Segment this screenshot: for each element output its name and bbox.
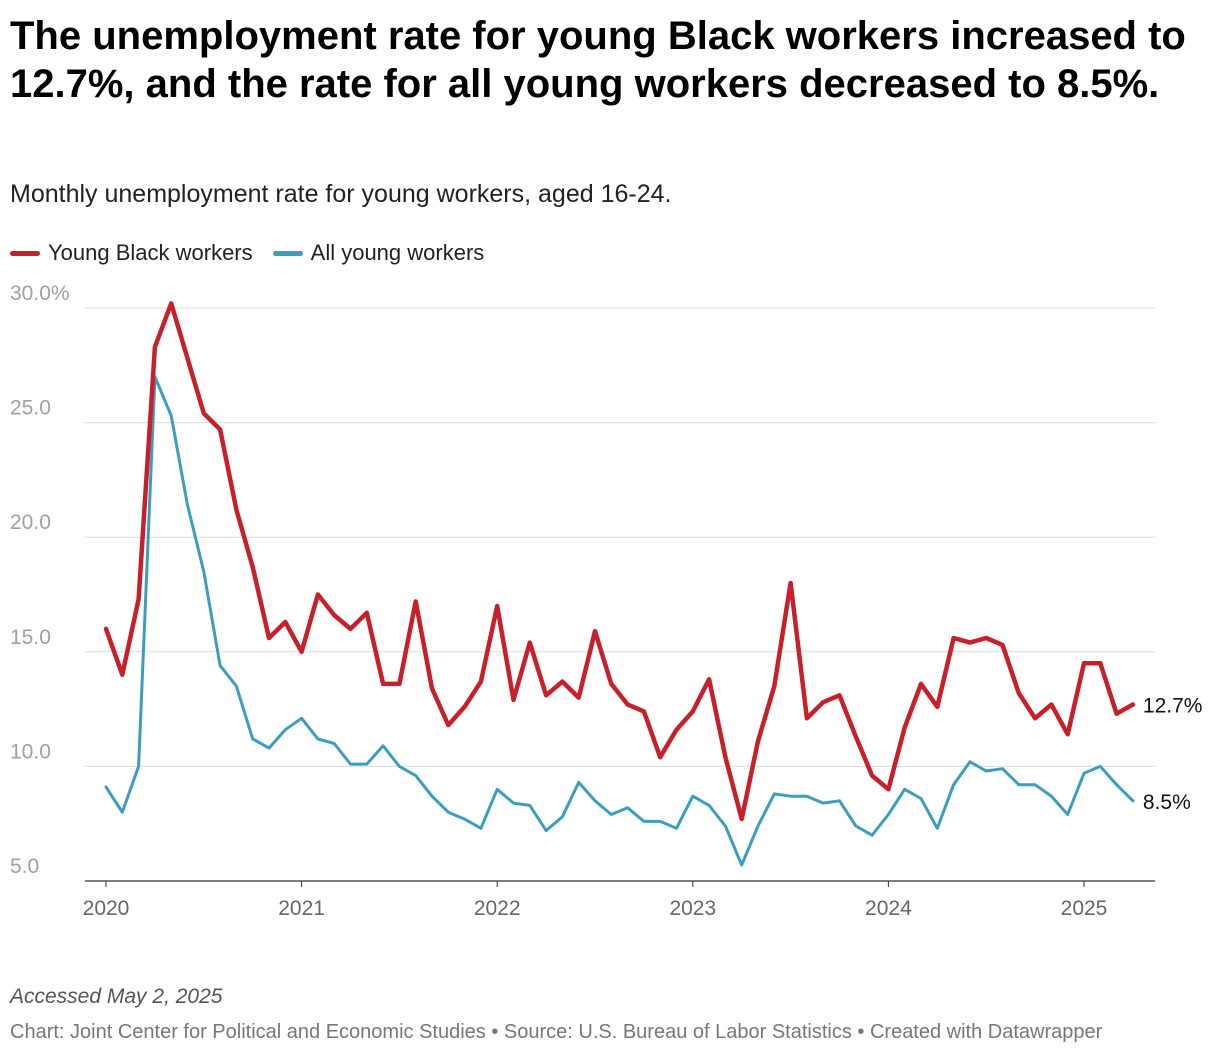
- legend-swatch-all-young-workers: [272, 250, 303, 256]
- y-tick-label-20: 20.0: [10, 511, 51, 534]
- legend-item-young-black-workers: Young Black workers: [10, 240, 253, 266]
- y-tick-label-15: 15.0: [10, 626, 51, 649]
- accessed-note: Accessed May 2, 2025: [10, 985, 223, 1008]
- chart-credit: Chart: Joint Center for Political and Ec…: [10, 1021, 1103, 1043]
- series-line-young-black-workers: [103, 301, 1136, 822]
- series-line-all-young-workers: [104, 375, 1135, 867]
- legend: Young Black workers All young workers: [10, 240, 504, 266]
- x-tick-label-2021: 2021: [278, 897, 325, 920]
- y-tick-label-5: 5.0: [10, 855, 39, 878]
- y-tick-label-10: 10.0: [10, 740, 51, 763]
- x-tick-label-2025: 2025: [1061, 897, 1108, 920]
- legend-item-all-young-workers: All young workers: [272, 240, 485, 266]
- legend-label-all-young-workers: All young workers: [310, 240, 485, 265]
- x-tick-label-2023: 2023: [669, 897, 716, 920]
- chart-subtitle: Monthly unemployment rate for young work…: [10, 180, 672, 208]
- x-tick-label-2024: 2024: [865, 897, 912, 920]
- x-tick-label-2020: 2020: [83, 897, 130, 920]
- end-label-all-young-workers: 8.5%: [1143, 791, 1191, 814]
- end-label-young-black-workers: 12.7%: [1143, 695, 1203, 718]
- y-tick-label-25: 25.0: [10, 397, 51, 420]
- chart-title: The unemployment rate for young Black wo…: [10, 14, 1186, 106]
- x-tick-label-2022: 2022: [474, 897, 521, 920]
- legend-swatch-young-black-workers: [10, 250, 40, 256]
- line-chart: 30.0% 25.0 20.0 15.0 10.0 5.0 2020 2021 2022 2023…: [10, 282, 1203, 920]
- legend-label-young-black-workers: Young Black workers: [48, 240, 253, 265]
- y-tick-label-30: 30.0%: [10, 282, 70, 305]
